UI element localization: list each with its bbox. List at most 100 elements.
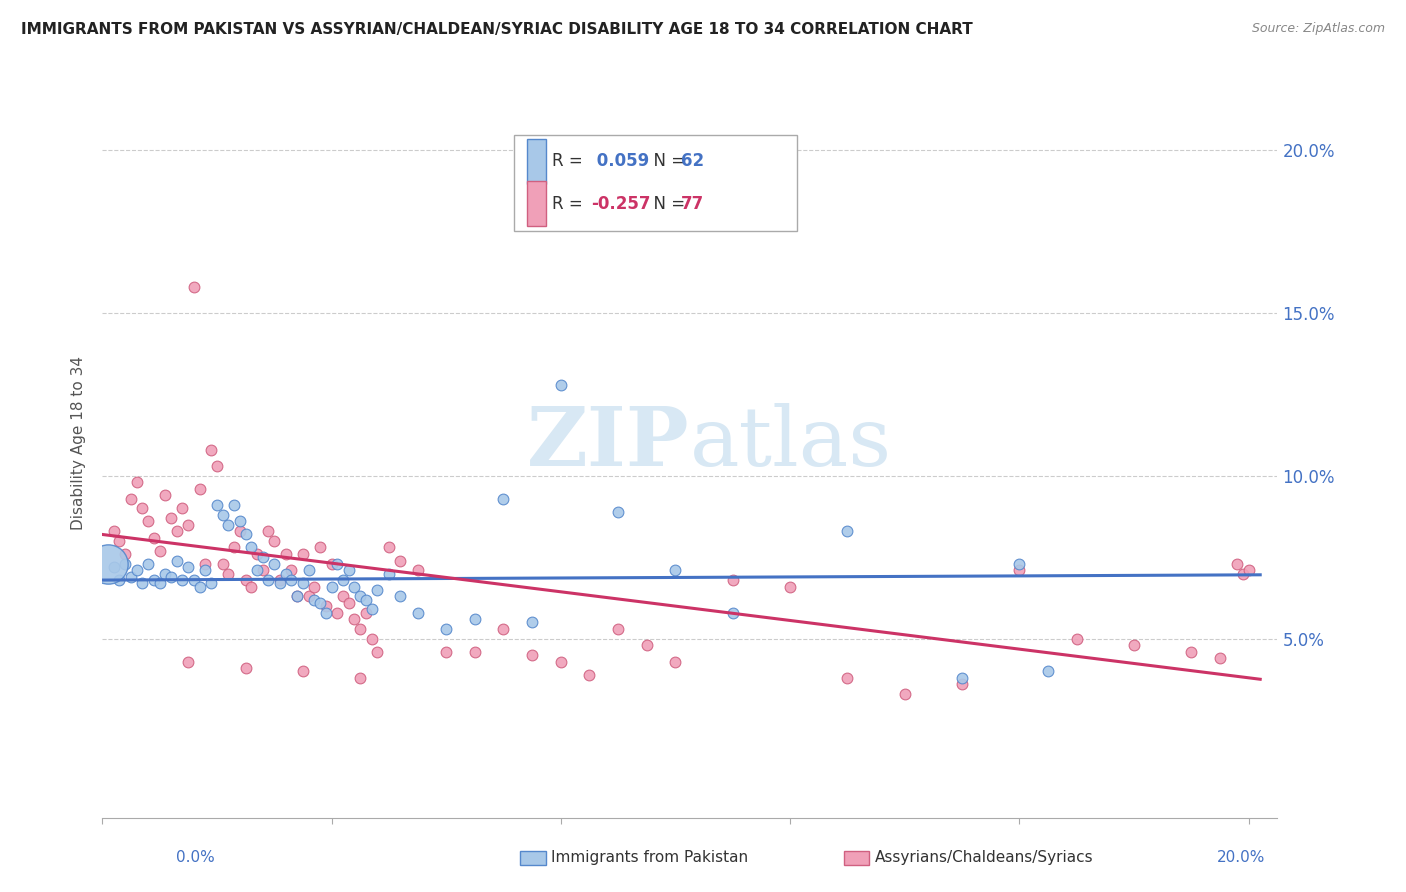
Point (1180, 645, 1202, 659)
Text: Assyrians/Chaldeans/Syriacs: Assyrians/Chaldeans/Syriacs (875, 850, 1092, 865)
Point (520, 648, 543, 662)
Point (274, 566, 297, 581)
Point (108, 573, 131, 587)
Text: R =: R = (551, 153, 588, 170)
Point (837, 671, 859, 685)
Text: 0.0%: 0.0% (176, 850, 215, 865)
Point (211, 508, 233, 522)
Point (1232, 566, 1254, 581)
Point (148, 576, 170, 591)
Point (434, 645, 457, 659)
Point (664, 655, 686, 669)
Point (188, 580, 211, 594)
Point (315, 599, 337, 614)
Point (235, 573, 257, 587)
Point (636, 638, 658, 652)
Point (200, 576, 222, 591)
Point (160, 511, 183, 525)
Point (297, 590, 319, 604)
Point (269, 573, 291, 587)
Point (321, 557, 343, 571)
Point (550, 377, 572, 392)
Point (217, 566, 239, 581)
Point (389, 590, 412, 604)
Point (304, 592, 326, 607)
Point (779, 580, 801, 594)
Point (120, 491, 142, 506)
Point (332, 573, 354, 587)
Point (229, 515, 252, 529)
Point (607, 622, 630, 636)
Point (297, 563, 319, 577)
Point (155, 488, 177, 502)
Point (434, 622, 457, 636)
Point (721, 606, 744, 620)
Point (235, 661, 257, 675)
Point (321, 580, 343, 594)
Point (200, 442, 222, 457)
Point (114, 557, 136, 571)
Text: N =: N = (643, 194, 690, 213)
Point (1008, 557, 1031, 571)
Point (721, 573, 744, 587)
Y-axis label: Disability Age 18 to 34: Disability Age 18 to 34 (72, 356, 86, 530)
Point (492, 622, 515, 636)
Point (894, 687, 917, 701)
Point (389, 553, 412, 567)
Point (837, 524, 859, 539)
Point (235, 527, 257, 541)
Point (148, 543, 170, 558)
Point (349, 671, 371, 685)
Point (103, 524, 125, 539)
Point (103, 560, 125, 574)
Point (211, 557, 233, 571)
Point (1066, 632, 1088, 646)
Point (177, 560, 200, 574)
Point (406, 606, 429, 620)
Point (222, 498, 245, 512)
Point (205, 458, 228, 473)
Point (205, 498, 228, 512)
Point (177, 655, 200, 669)
Point (131, 576, 153, 591)
Point (578, 667, 600, 681)
Text: 20.0%: 20.0% (1218, 850, 1265, 865)
Text: ZIP: ZIP (527, 403, 690, 483)
Point (269, 576, 291, 591)
Point (172, 501, 194, 516)
Text: N =: N = (643, 153, 690, 170)
Point (309, 596, 332, 610)
Point (354, 606, 377, 620)
Point (1226, 557, 1249, 571)
Point (950, 677, 973, 691)
Point (131, 501, 153, 516)
Point (349, 622, 371, 636)
Point (607, 505, 630, 519)
Point (222, 541, 245, 555)
Point (291, 547, 314, 561)
Point (125, 475, 148, 490)
Point (332, 590, 354, 604)
Point (246, 563, 269, 577)
Point (406, 563, 429, 577)
Point (343, 612, 366, 626)
Point (166, 524, 188, 539)
Point (183, 280, 205, 294)
Point (354, 592, 377, 607)
Point (550, 655, 572, 669)
Point (1123, 638, 1146, 652)
Point (274, 547, 297, 561)
Point (229, 524, 252, 539)
Point (378, 541, 401, 555)
Point (257, 573, 280, 587)
Point (108, 533, 131, 548)
Point (326, 606, 349, 620)
Point (257, 524, 280, 539)
Point (464, 645, 486, 659)
Point (664, 563, 686, 577)
Point (217, 517, 239, 532)
Point (464, 612, 486, 626)
Point (291, 665, 314, 679)
Point (366, 582, 388, 597)
Point (285, 590, 308, 604)
